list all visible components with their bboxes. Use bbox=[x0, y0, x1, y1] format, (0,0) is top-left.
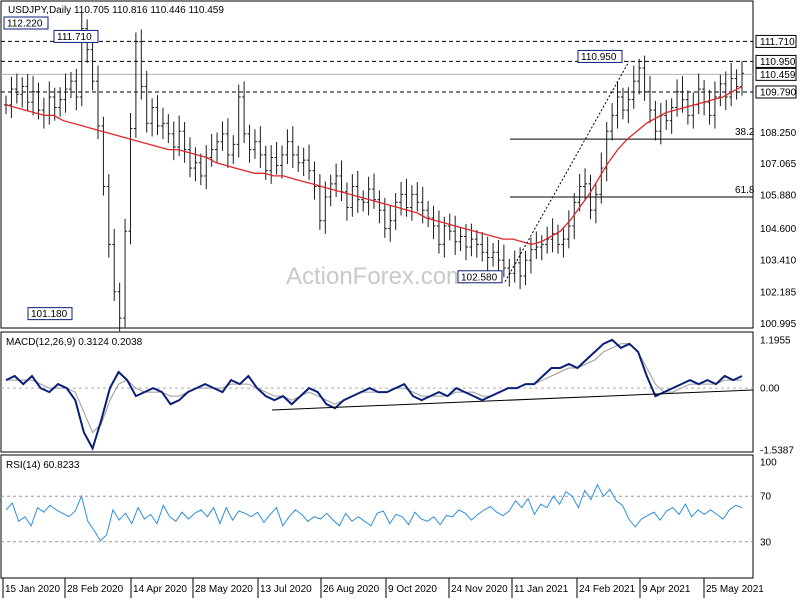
y-tick-label: 110.459 bbox=[760, 70, 796, 81]
rsi-panel-frame bbox=[0, 454, 754, 579]
macd-trend-line bbox=[271, 389, 754, 411]
macd-y-tick: 1.1955 bbox=[760, 336, 791, 347]
rsi-line bbox=[5, 483, 743, 542]
rsi-panel-title: RSI(14) 60.8233 bbox=[6, 460, 80, 471]
y-tick-box bbox=[755, 85, 797, 99]
rsi-line bbox=[1, 483, 753, 543]
macd-line bbox=[5, 338, 743, 451]
watermark: ActionForex.com bbox=[286, 263, 466, 290]
x-tick-label: 24 Feb 2021 bbox=[579, 584, 636, 595]
rsi-y-tick: 70 bbox=[760, 492, 772, 503]
x-tick-label: 25 May 2021 bbox=[706, 584, 764, 595]
annotation-label: 110.950 bbox=[581, 52, 617, 63]
trend-line bbox=[504, 61, 630, 283]
y-tick-label: 107.065 bbox=[760, 159, 797, 170]
axis-labels: 111.710 110.950 110.459 109.790 108.250 107.0… bbox=[2, 34, 797, 598]
macd-y-tick: -1.5387 bbox=[760, 446, 794, 457]
x-tick-label: 9 Oct 2020 bbox=[388, 584, 437, 595]
moving-average bbox=[5, 85, 743, 246]
macd-panel-frame bbox=[0, 331, 754, 453]
annotation-box bbox=[457, 270, 503, 284]
y-tick-box bbox=[755, 34, 797, 48]
y-tick-label: 100.995 bbox=[760, 319, 797, 330]
y-tick-label: 110.950 bbox=[760, 57, 796, 68]
x-tick-label: 24 Nov 2020 bbox=[451, 584, 508, 595]
x-tick-label: 13 Jul 2020 bbox=[260, 584, 312, 595]
rsi-y-tick: 100 bbox=[760, 458, 777, 469]
macd-lines bbox=[1, 338, 754, 451]
x-tick-label: 9 Apr 2021 bbox=[642, 584, 691, 595]
ma-line bbox=[5, 85, 743, 246]
annotations: 112.220 111.710 101.180 102.580 110.950 bbox=[3, 16, 630, 321]
annotation-label: 101.180 bbox=[31, 309, 68, 320]
y-tick-label: 104.600 bbox=[760, 224, 797, 235]
y-tick-label: 108.250 bbox=[760, 128, 797, 139]
y-tick-label: 103.410 bbox=[760, 255, 797, 266]
x-tick-label: 11 Jan 2021 bbox=[514, 584, 569, 595]
price-bars bbox=[4, 12, 744, 332]
x-tick-label: 14 Apr 2020 bbox=[133, 584, 187, 595]
y-tick-label: 102.185 bbox=[760, 288, 797, 299]
price-panel-frame bbox=[0, 0, 754, 329]
annotation-box bbox=[27, 307, 73, 321]
x-tick-label: 15 Jan 2020 bbox=[5, 584, 60, 595]
price-panel-title: USDJPY,Daily 110.705 110.816 110.446 110… bbox=[8, 5, 224, 16]
x-tick-label: 28 Feb 2020 bbox=[67, 584, 124, 595]
annotation-box bbox=[3, 16, 49, 30]
annotation-label: 112.220 bbox=[7, 19, 43, 30]
macd-y-tick: 0.00 bbox=[760, 384, 780, 395]
y-tick-box bbox=[755, 67, 797, 81]
fib-label: 38.2 bbox=[735, 127, 755, 138]
rsi-y-tick: 30 bbox=[760, 537, 772, 548]
y-tick-label: 105.880 bbox=[760, 190, 797, 201]
annotation-box bbox=[577, 49, 623, 63]
x-tick-label: 26 Aug 2020 bbox=[323, 584, 380, 595]
macd-panel-title: MACD(12,26,9) 0.3124 0.2038 bbox=[6, 337, 143, 348]
y-tick-label: 111.710 bbox=[760, 37, 795, 48]
grid-lines bbox=[1, 40, 753, 198]
annotation-label: 111.710 bbox=[57, 32, 92, 43]
y-tick-label: 109.790 bbox=[760, 87, 797, 98]
fib-label: 61.8 bbox=[735, 185, 755, 196]
x-tick-label: 28 May 2020 bbox=[195, 584, 253, 595]
annotation-box bbox=[53, 29, 99, 43]
y-tick-box bbox=[755, 54, 797, 68]
annotation-label: 102.580 bbox=[461, 272, 498, 283]
